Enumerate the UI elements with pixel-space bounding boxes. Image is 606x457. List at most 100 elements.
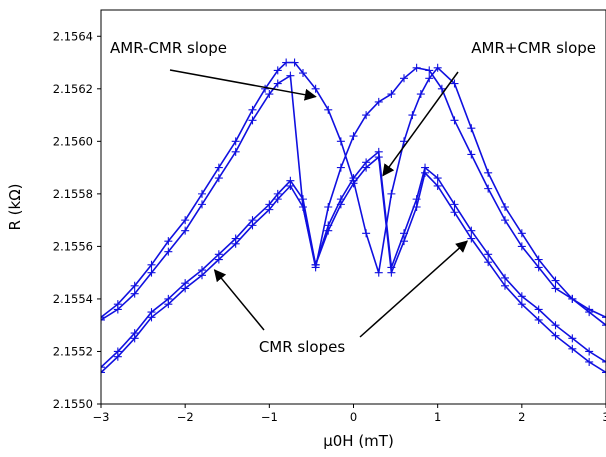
data-point xyxy=(387,90,396,99)
data-point xyxy=(273,79,282,88)
x-tick-label: −3 xyxy=(93,410,110,424)
data-point xyxy=(551,284,560,293)
data-point xyxy=(585,357,594,366)
data-point xyxy=(290,58,299,67)
data-point xyxy=(248,221,257,230)
x-axis-label: μ0H (mT) xyxy=(323,432,394,450)
annotation: CMR slopes xyxy=(213,240,469,356)
data-point xyxy=(484,250,493,259)
data-point xyxy=(181,284,190,293)
data-point xyxy=(602,368,606,377)
data-point xyxy=(425,74,434,83)
data-point xyxy=(501,203,509,211)
data-point xyxy=(101,363,105,372)
annotation-arrow xyxy=(213,269,265,331)
data-point xyxy=(181,226,190,235)
data-point xyxy=(568,344,577,353)
annotation-arrow xyxy=(359,240,469,338)
data-point xyxy=(265,90,274,99)
data-point xyxy=(198,271,206,280)
x-tick-label: 2 xyxy=(518,410,525,424)
data-point xyxy=(362,111,371,120)
data-point xyxy=(400,137,408,146)
x-tick-label: −1 xyxy=(261,410,278,424)
data-point xyxy=(248,105,257,114)
data-point xyxy=(336,163,345,172)
data-point xyxy=(387,268,396,277)
data-point xyxy=(324,203,333,211)
x-tick-label: 3 xyxy=(602,410,606,424)
data-point xyxy=(568,334,577,343)
data-point xyxy=(349,179,358,188)
data-point xyxy=(484,184,493,193)
data-point xyxy=(164,237,173,246)
data-point xyxy=(517,300,526,309)
y-tick-label: 2.1560 xyxy=(53,134,93,148)
annotation-label: AMR+CMR slope xyxy=(471,39,596,57)
data-point xyxy=(467,234,476,243)
annotation-label: CMR slopes xyxy=(259,338,346,356)
series-line xyxy=(101,66,606,321)
data-point xyxy=(286,71,295,80)
data-point xyxy=(299,195,307,204)
data-point xyxy=(214,255,223,264)
data-point xyxy=(467,150,476,159)
data-point xyxy=(336,137,345,146)
axes: −3 −2 −1 0 1 2 3 2.1550 2.1552 2.1554 2.1556 2.1558… xyxy=(53,9,606,424)
data-point xyxy=(147,260,156,269)
data-point xyxy=(433,174,442,183)
annotation-label: AMR-CMR slope xyxy=(110,39,227,57)
data-point xyxy=(484,168,493,177)
data-point xyxy=(450,116,459,125)
data-point xyxy=(248,116,257,125)
data-point xyxy=(261,84,270,93)
data-point xyxy=(198,200,206,209)
data-point xyxy=(425,66,434,75)
data-point xyxy=(214,174,223,183)
annotation-arrow xyxy=(169,69,317,101)
data-point xyxy=(299,69,307,78)
data-point xyxy=(467,226,476,235)
data-point xyxy=(336,200,345,209)
data-point xyxy=(602,313,606,322)
y-tick-label: 2.1552 xyxy=(53,344,93,358)
plot-series xyxy=(101,58,606,377)
data-point xyxy=(433,63,442,72)
data-point xyxy=(400,74,408,83)
data-point xyxy=(450,200,459,209)
data-point xyxy=(286,181,295,190)
data-point xyxy=(147,313,156,322)
data-point xyxy=(534,263,543,272)
x-tick-label: 0 xyxy=(350,410,357,424)
data-point xyxy=(362,229,371,238)
y-tick-label: 2.1554 xyxy=(53,292,93,306)
y-tick-label: 2.1550 xyxy=(53,397,93,411)
y-tick-label: 2.1564 xyxy=(53,29,93,43)
series-line xyxy=(101,155,606,374)
data-point xyxy=(551,321,560,330)
data-point xyxy=(374,153,383,162)
data-point xyxy=(374,97,383,106)
data-point xyxy=(585,305,594,314)
data-point xyxy=(214,163,223,172)
data-point xyxy=(282,58,291,67)
data-point xyxy=(311,260,320,269)
data-point xyxy=(416,90,425,99)
y-tick-label: 2.1558 xyxy=(53,187,93,201)
data-point xyxy=(501,281,509,290)
data-point xyxy=(412,63,421,72)
data-point xyxy=(101,315,105,324)
data-point xyxy=(450,79,459,88)
data-point xyxy=(164,300,173,309)
y-axis-label: R (kΩ) xyxy=(6,183,24,230)
data-point xyxy=(433,181,442,190)
data-point xyxy=(113,305,122,314)
y-tick-label: 2.1562 xyxy=(53,82,93,96)
data-point xyxy=(602,357,606,366)
data-point xyxy=(501,273,509,282)
x-tick-label: −2 xyxy=(177,410,194,424)
data-point xyxy=(534,315,543,324)
data-point xyxy=(101,368,105,377)
data-point xyxy=(501,216,509,225)
data-point xyxy=(467,124,476,133)
